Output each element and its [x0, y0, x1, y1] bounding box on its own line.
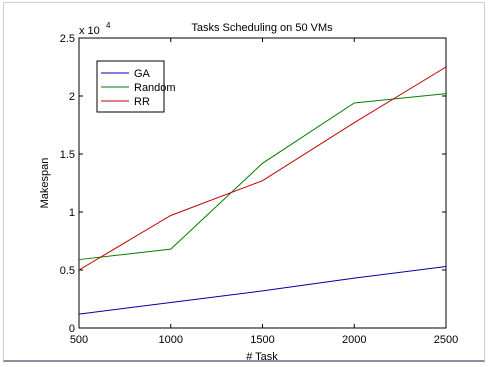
y-tick-label: 0 — [69, 323, 75, 335]
x-tick-label: 1500 — [250, 334, 274, 346]
legend-label: RR — [134, 96, 150, 108]
legend-box — [96, 60, 165, 113]
y-tick-label: 2 — [69, 91, 75, 103]
legend-label: GA — [134, 68, 151, 80]
x-tick-label: 1000 — [159, 334, 183, 346]
y-multiplier-label: x 10 — [79, 25, 100, 37]
x-axis-label: # Task — [246, 351, 278, 363]
x-tick-label: 2000 — [342, 334, 366, 346]
x-tick-label: 2500 — [434, 334, 458, 346]
y-multiplier-exponent: 4 — [106, 21, 111, 30]
y-tick-label: 2.5 — [60, 33, 75, 45]
chart-title: Tasks Scheduling on 50 VMs — [191, 22, 333, 34]
y-axis-label: Makespan — [39, 158, 51, 209]
y-tick-label: 1 — [69, 207, 75, 219]
legend-label: Random — [134, 82, 176, 94]
y-tick-label: 1.5 — [60, 149, 75, 161]
series-line-rr — [78, 66, 447, 271]
x-tick-label: 500 — [70, 334, 88, 346]
y-tick-label: 0.5 — [60, 265, 75, 277]
series-line-ga — [78, 266, 447, 315]
series-line-random — [78, 93, 447, 261]
